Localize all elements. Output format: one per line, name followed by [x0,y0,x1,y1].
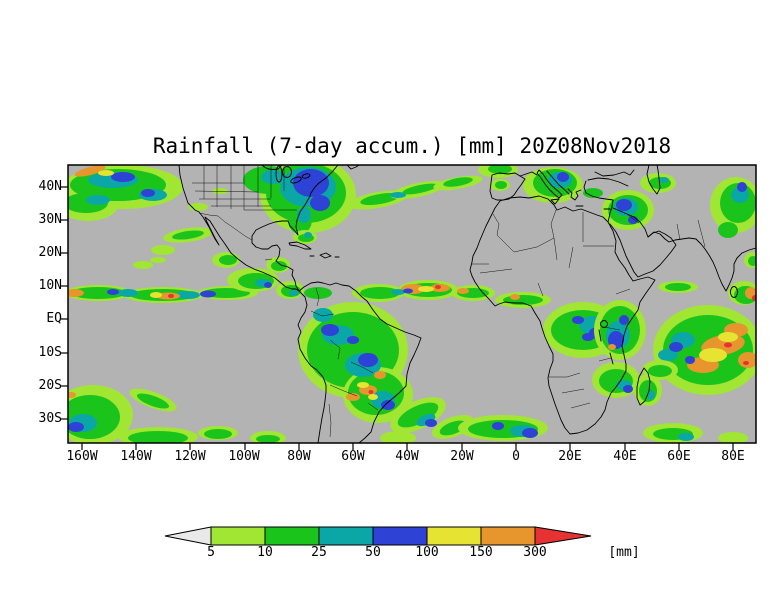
legend-segment-25-50 [318,526,374,546]
lon-tick-label: 60E [667,449,691,464]
lat-tick-label: EQ [46,311,62,326]
lat-tick-label: 20S [38,378,62,393]
legend-segment-10-25 [264,526,320,546]
legend-segment-100-150 [426,526,482,546]
lat-tick-label: 30S [38,411,62,426]
color-legend [164,526,592,546]
lon-tick-label: 20W [450,449,474,464]
legend-label: 50 [365,545,381,560]
plot-title: Rainfall (7-day accum.) [mm] 20Z08Nov201… [152,134,672,158]
legend-arrow-high [534,526,592,546]
country-borders [192,165,706,438]
lat-tick-label: 20N [38,245,62,260]
legend-label: 300 [523,545,547,560]
lon-tick-label: 80W [287,449,311,464]
lon-tick-label: 40E [613,449,637,464]
tick-marks [61,186,734,450]
lat-tick-label: 40N [38,179,62,194]
lon-tick-label: 80E [721,449,745,464]
map-frame [67,164,757,444]
lat-tick-label: 10N [38,278,62,293]
rainfall-shading [68,165,756,443]
lat-tick-label: 30N [38,212,62,227]
lon-tick-label: 100W [228,449,260,464]
legend-segment-150-300 [480,526,536,546]
lon-tick-label: 40W [395,449,419,464]
lon-tick-label: 160W [66,449,98,464]
legend-label: 150 [469,545,493,560]
lon-tick-label: 120W [174,449,206,464]
legend-label: 5 [207,545,215,560]
lon-tick-label: 140W [120,449,152,464]
coastlines [178,165,756,443]
legend-segment-50-100 [372,526,428,546]
legend-label: 10 [257,545,273,560]
lon-tick-label: 60W [341,449,365,464]
lon-tick-label: 0 [512,449,520,464]
legend-segment-5-10 [210,526,266,546]
lat-tick-label: 10S [38,345,62,360]
rainfall-map [61,164,757,450]
legend-arrow-low [164,526,212,546]
legend-label: 25 [311,545,327,560]
legend-units-label: [mm] [608,545,640,560]
lon-tick-label: 20E [558,449,582,464]
legend-label: 100 [415,545,439,560]
